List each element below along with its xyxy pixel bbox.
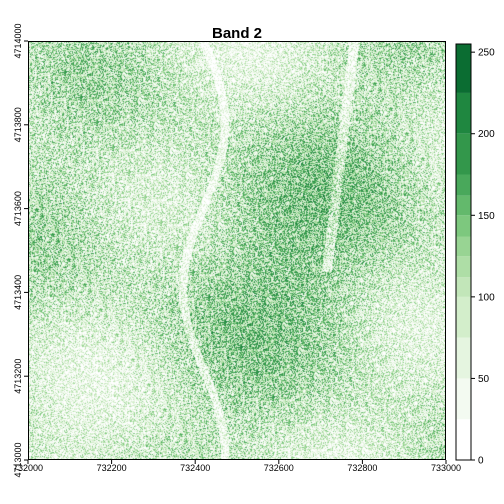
colorbar-swatch <box>456 236 471 257</box>
colorbar-tick-label: 200 <box>478 129 495 140</box>
y-tick-label: 4713000 <box>13 442 23 477</box>
colorbar-swatch <box>456 44 471 93</box>
colorbar-swatch <box>456 337 471 379</box>
x-tick-label: 732200 <box>97 463 127 473</box>
plot-frame <box>28 41 446 460</box>
chart-title: Band 2 <box>212 25 262 42</box>
y-tick-label: 4713200 <box>13 359 23 394</box>
colorbar-swatch <box>456 296 471 338</box>
colorbar-swatch <box>456 277 471 297</box>
x-tick-label: 732600 <box>264 463 294 473</box>
raster-pixels <box>28 41 446 460</box>
colorbar-tick-label: 50 <box>478 374 490 385</box>
colorbar-swatch <box>456 215 471 237</box>
x-tick-label: 732800 <box>347 463 377 473</box>
colorbar: 0 50 100 150 200 250 <box>455 43 495 467</box>
colorbar-tick-label: 150 <box>478 211 495 222</box>
y-tick-label: 4713400 <box>13 275 23 310</box>
y-tick-label: 4713800 <box>13 107 23 142</box>
x-tick-label: 733000 <box>431 463 461 473</box>
x-tick-label: 732400 <box>180 463 210 473</box>
x-tick-label: 732000 <box>13 463 43 473</box>
colorbar-tick-label: 100 <box>478 292 495 303</box>
y-tick-label: 4714000 <box>13 23 23 58</box>
colorbar-swatch <box>456 92 471 134</box>
colorbar-tick-label: 0 <box>478 456 484 467</box>
colorbar-swatch <box>456 174 471 196</box>
colorbar-frame <box>455 43 472 461</box>
colorbar-swatch <box>456 378 471 420</box>
colorbar-swatch <box>456 133 471 175</box>
colorbar-swatch <box>456 256 471 278</box>
colorbar-swatch <box>456 195 471 216</box>
colorbar-swatch <box>456 419 471 460</box>
y-tick-label: 4713600 <box>13 191 23 226</box>
y-axis: 4713000 4713200 4713400 4713600 4713800 47140… <box>13 23 28 478</box>
colorbar-tick-label: 250 <box>478 48 495 59</box>
x-axis: 732000 732200 732400 732600 732800 733000 <box>13 460 461 473</box>
raster-image <box>28 41 446 460</box>
